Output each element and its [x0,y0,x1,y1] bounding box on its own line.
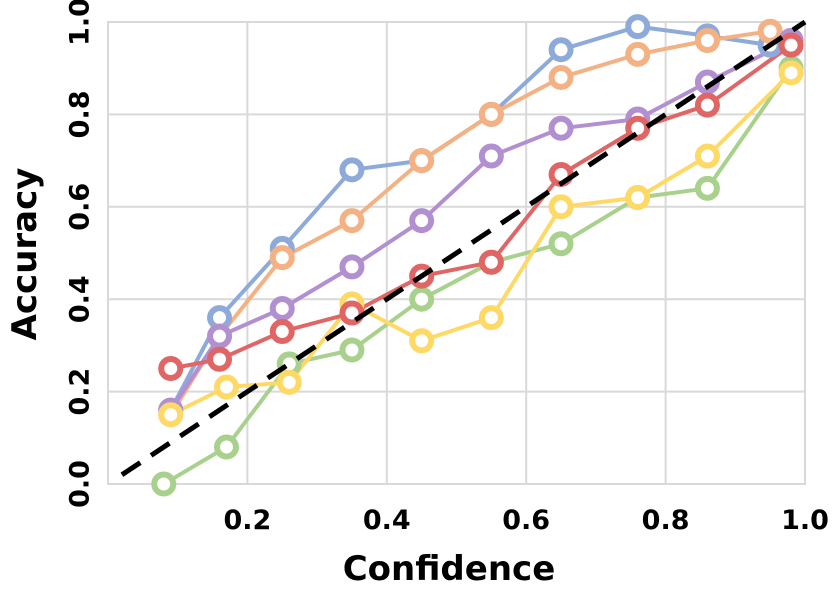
series-point-purple [478,143,504,169]
reference-diagonal-line [120,19,807,477]
series-point-yellow [409,328,435,354]
series-point-yellow [478,305,504,331]
series-line-yellow [168,70,794,417]
series-point-orange [694,27,720,53]
series-point-blue [625,14,651,40]
reference-layer [120,19,807,477]
series-point-orange [339,208,365,234]
series-point-green [694,175,720,201]
series-point-orange [757,18,783,44]
y-tick-label: 0.2 [65,368,96,416]
x-tick-label: 0.8 [642,505,690,536]
series-point-yellow [213,374,239,400]
y-tick-label: 0.4 [65,275,96,323]
series-point-yellow [548,194,574,220]
series-point-red [778,32,804,58]
series-point-orange [269,245,295,271]
x-tick-label: 0.4 [363,505,411,536]
series-point-yellow [276,369,302,395]
series-point-purple [269,295,295,321]
series-point-purple [207,323,233,349]
x-tick-label: 0.6 [502,505,550,536]
series-point-red [478,249,504,275]
y-axis-title: Accuracy [5,168,45,341]
series-point-red [625,115,651,141]
series-point-orange [625,41,651,67]
y-tick-label: 0.6 [65,183,96,231]
series-layer [151,14,804,497]
x-tick-label: 1.0 [781,505,829,536]
x-axis-title: Confidence [343,549,556,589]
series-line-red [168,43,794,371]
y-tick-label: 0.0 [65,460,96,508]
x-tick-label: 0.2 [223,505,271,536]
series-line-purple [168,38,794,413]
series-point-green [339,337,365,363]
series-line-green [161,66,794,486]
y-tick-label: 0.8 [65,90,96,138]
series-point-yellow [158,402,184,428]
series-point-green [409,286,435,312]
series-point-yellow [778,60,804,86]
series-point-purple [409,208,435,234]
series-point-purple [548,115,574,141]
series-point-yellow [625,185,651,211]
series-point-red [694,92,720,118]
series-point-orange [478,101,504,127]
series-point-red [269,319,295,345]
series-point-orange [409,148,435,174]
grid [107,21,806,485]
y-tick-label: 1.0 [65,0,96,46]
series-point-purple [339,254,365,280]
series-point-blue [548,37,574,63]
series-point-orange [548,64,574,90]
series-point-green [151,471,177,497]
series-point-green [213,434,239,460]
series-point-blue [339,157,365,183]
series-point-green [548,231,574,257]
tick-labels: 0.2 0.4 0.6 0.8 1.0 0.0 0.2 0.4 0.6 0.8 1.0 [65,0,829,536]
series-point-yellow [694,143,720,169]
series-point-red [158,356,184,381]
series-point-red [207,346,233,372]
